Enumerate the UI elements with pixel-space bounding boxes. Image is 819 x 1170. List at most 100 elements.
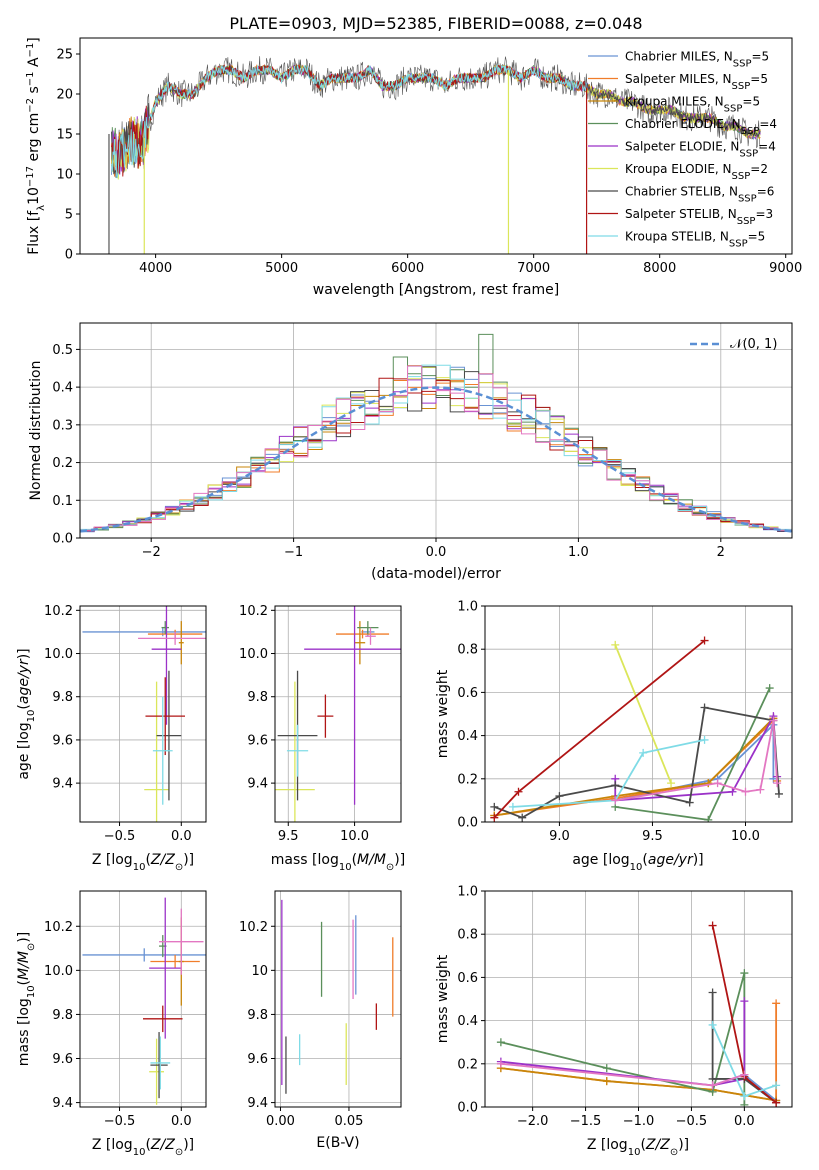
- weight-marker: [756, 785, 765, 794]
- x-tick-label: 5000: [265, 261, 298, 276]
- y-axis-label: mass weight: [435, 954, 451, 1043]
- x-tick-label: −2.0: [517, 1114, 549, 1129]
- weight-line: [615, 720, 779, 802]
- weight-marker: [728, 787, 737, 796]
- weight-marker: [704, 815, 713, 822]
- weight-marker: [490, 813, 499, 822]
- weight-marker: [708, 1020, 717, 1029]
- y-tick-label: 9.8: [247, 1008, 268, 1023]
- legend-label: Chabrier ELODIE, NSSP=4: [625, 117, 777, 137]
- y-tick-label: 10: [56, 168, 73, 183]
- y-tick-label: 10.2: [44, 920, 73, 935]
- x-axis-label: Z [log10(Z/Z⊙)]: [92, 852, 194, 873]
- weight-marker: [772, 1081, 781, 1090]
- weight-marker: [774, 789, 783, 798]
- y-tick-label: 25: [56, 48, 73, 63]
- y-tick-label: 10.2: [44, 604, 73, 619]
- axes-frame: [274, 605, 402, 823]
- weight-marker: [602, 1064, 611, 1073]
- legend-label: Kroupa STELIB, NSSP=5: [625, 230, 765, 250]
- y-tick-label: 0: [65, 248, 73, 263]
- plot-area-residuals: [80, 333, 792, 538]
- y-tick-label: 0.4: [457, 729, 478, 744]
- weight-marker: [611, 781, 620, 790]
- x-tick-label: 10.0: [340, 829, 369, 844]
- weight-line: [614, 644, 672, 784]
- axes-frame: [484, 890, 793, 1108]
- y-tick-label: 20: [56, 88, 73, 103]
- weight-marker: [611, 796, 620, 805]
- x-tick-label: −2: [142, 545, 161, 560]
- x-tick-label: 4000: [139, 261, 172, 276]
- y-tick-label: 0.2: [457, 1057, 478, 1072]
- x-tick-label: 2: [717, 545, 725, 560]
- legend-label: Salpeter STELIB, NSSP=3: [625, 207, 773, 227]
- y-axis-label: Flux [fλ10−17 erg cm−2 s−1 A−1]: [25, 37, 47, 255]
- weight-marker: [713, 779, 722, 788]
- weight-marker: [700, 735, 709, 744]
- hist-pink: [80, 365, 792, 538]
- weight-marker: [639, 748, 648, 757]
- y-tick-label: 9.4: [247, 777, 268, 792]
- legend-label: 𝒩(0, 1): [730, 337, 777, 352]
- weight-marker: [708, 988, 717, 997]
- y-tick-label: 0.0: [457, 1101, 478, 1116]
- weight-line: [500, 1001, 746, 1087]
- y-tick-label: 0.0: [457, 816, 478, 831]
- normal-curve: [80, 386, 792, 533]
- weight-marker: [708, 1081, 717, 1090]
- axes-frame: [79, 890, 207, 1108]
- x-tick-label: −0.5: [676, 1114, 708, 1129]
- x-axis-label: (data-model)/error: [371, 566, 501, 582]
- x-axis-label: age [log10(age/yr)]: [572, 852, 703, 873]
- y-tick-label: 9.4: [247, 1096, 268, 1111]
- y-tick-label: 0.4: [52, 381, 73, 396]
- y-tick-label: 9.6: [247, 1052, 268, 1067]
- y-tick-label: 5: [65, 208, 73, 223]
- x-axis-label: Z [log10(Z/Z⊙)]: [587, 1137, 689, 1158]
- y-tick-label: 0.1: [52, 494, 73, 509]
- x-tick-label: −1.0: [623, 1114, 655, 1129]
- weight-marker: [769, 716, 778, 725]
- weight-marker: [700, 703, 709, 712]
- y-tick-label: 0.8: [457, 928, 478, 943]
- y-tick-label: 0.4: [457, 1014, 478, 1029]
- y-tick-label: 10.0: [44, 647, 73, 662]
- weight-marker: [685, 798, 694, 807]
- x-tick-label: 9.5: [642, 829, 663, 844]
- plot-area-age_vs_mass: [275, 606, 401, 822]
- weight-marker: [496, 1059, 505, 1068]
- weight-marker: [490, 802, 499, 811]
- weight-marker: [772, 999, 781, 1008]
- weight-marker: [773, 779, 782, 788]
- y-axis-label: Normed distribution: [28, 361, 44, 501]
- x-axis-label: Z [log10(Z/Z⊙)]: [92, 1137, 194, 1158]
- plot-area-weight_vs_Z: [496, 921, 781, 1107]
- y-tick-label: 15: [56, 128, 73, 143]
- y-tick-label: 0.3: [52, 418, 73, 433]
- panel-age_vs_Z: −0.5 0.0 9.4 9.6 9.8 10.0 10.2 Z [log10(Z/Z⊙)] a…: [16, 604, 207, 873]
- y-tick-label: 9.6: [52, 733, 73, 748]
- weight-marker: [708, 921, 717, 930]
- axes-frame: [79, 322, 793, 539]
- panel-mass_vs_EBV: 0.00 0.05 9.4 9.6 9.8 10 10.2 E(B-V): [239, 890, 402, 1151]
- y-tick-label: 9.6: [52, 1052, 73, 1067]
- y-tick-label: 9.8: [52, 1008, 73, 1023]
- plot-area-age_vs_Z: [82, 606, 206, 822]
- y-tick-label: 9.4: [52, 777, 73, 792]
- weight-marker: [700, 636, 709, 645]
- y-tick-label: 0.6: [457, 686, 478, 701]
- y-tick-label: 10.2: [239, 604, 268, 619]
- legend-label: Kroupa ELODIE, NSSP=2: [625, 162, 768, 182]
- figure-title: PLATE=0903, MJD=52385, FIBERID=0088, z=0…: [229, 14, 642, 33]
- weight-marker: [765, 684, 774, 693]
- y-tick-label: 10.2: [239, 920, 268, 935]
- y-axis-label: mass [log10(M/M⊙)]: [16, 932, 37, 1066]
- x-tick-label: 6000: [391, 261, 424, 276]
- weight-marker: [496, 1038, 505, 1047]
- axes-frame: [79, 37, 793, 255]
- x-tick-label: 1.0: [568, 545, 589, 560]
- x-tick-label: 0.0: [171, 1114, 192, 1129]
